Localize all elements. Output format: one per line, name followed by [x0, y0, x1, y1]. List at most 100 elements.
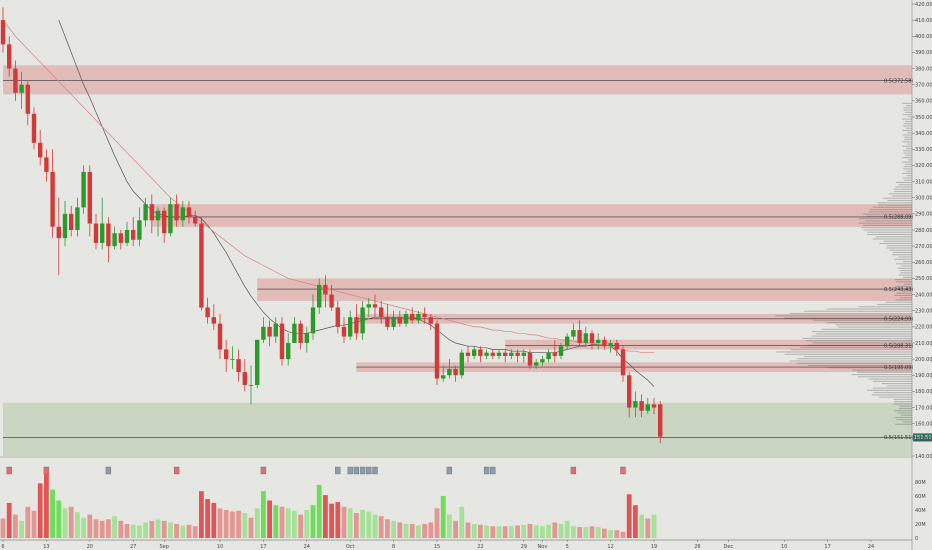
candle: [465, 346, 471, 363]
candle: [447, 359, 452, 379]
price-tick-label: 220.00: [915, 325, 932, 331]
volume-profile-bar: [878, 396, 912, 398]
volume-bar: [75, 512, 80, 538]
volume-profile-bar: [902, 421, 912, 423]
candle-body: [410, 313, 415, 321]
price-tick-label: 370.00: [915, 83, 932, 89]
volume-profile-bar: [807, 364, 912, 367]
volume-tick-label: 60M: [915, 494, 926, 500]
time-tick-label: 15: [434, 544, 440, 550]
candle-body: [459, 352, 464, 376]
candle-body: [509, 352, 514, 356]
volume-profile-bar: [883, 240, 912, 242]
volume-profile-bar: [871, 394, 912, 396]
volume-bar: [329, 503, 334, 538]
volume-profile-bar: [905, 120, 912, 122]
volume-profile-bar: [900, 414, 912, 416]
candle: [366, 297, 371, 318]
volume-bar: [87, 514, 93, 538]
volume-profile-bar: [893, 188, 912, 190]
candle: [341, 317, 347, 343]
volume-bar: [236, 510, 241, 538]
candle-body: [81, 171, 86, 208]
candle-body: [106, 223, 111, 247]
volume-profile-bar: [894, 294, 912, 296]
time-axis: 6 13 20 27 Sep 10 17 24 Oct 8 15 22 29 Nov 5 12 19 26 Dec 1…: [0, 539, 912, 550]
price-tick-label: 280.00: [915, 228, 932, 234]
candle: [633, 391, 638, 418]
volume-profile-bar: [896, 419, 912, 421]
candle: [155, 207, 161, 237]
candle: [323, 275, 328, 308]
volume-profile-bar: [898, 407, 912, 409]
volume-bar: [533, 525, 539, 538]
volume-profile-bar: [893, 403, 912, 405]
volume-profile-bar: [784, 353, 912, 355]
candle: [137, 207, 142, 247]
volume-profile-bar: [775, 315, 912, 317]
volume-bar: [211, 502, 217, 538]
candle: [472, 346, 477, 360]
time-tick-label: 12: [607, 544, 613, 550]
volume-profile-bar: [881, 383, 912, 385]
candle-body: [131, 230, 136, 240]
volume-bar: [515, 525, 520, 538]
candle: [13, 60, 18, 101]
candle: [149, 194, 154, 234]
price-pane: 0.5(372.58) 0.5(288.09) 0.5(243.43) 0.5(224…: [0, 7, 913, 458]
candle-body: [56, 226, 61, 239]
candle-body: [149, 204, 154, 221]
volume-bar: [459, 506, 465, 538]
candle-body: [627, 375, 632, 408]
volume-bar: [471, 523, 477, 538]
volume-profile-bar: [886, 247, 912, 249]
volume-profile-bar: [800, 346, 912, 348]
price-tick-label: 160.00: [915, 422, 932, 428]
candle: [174, 194, 179, 227]
candle-body: [273, 323, 278, 337]
candle: [527, 349, 533, 369]
volume-bar: [0, 518, 6, 538]
candle: [385, 304, 390, 331]
volume-bar: [37, 483, 43, 538]
volume-profile-bar: [907, 159, 912, 161]
volume-bar: [93, 519, 99, 538]
candle: [583, 326, 588, 347]
candle-body: [44, 157, 49, 172]
volume-bar: [639, 514, 644, 538]
candle-body: [434, 323, 440, 379]
volume-profile-bar: [892, 251, 912, 254]
volume-profile-bar: [902, 129, 912, 132]
candle-body: [25, 84, 30, 114]
candle-body: [279, 323, 285, 360]
volume-profile-bar: [892, 195, 912, 197]
candle: [416, 310, 421, 324]
candle-body: [348, 317, 353, 337]
candle-body: [236, 359, 241, 373]
price-tick-label: 170.00: [915, 405, 932, 411]
volume-bar: [143, 522, 148, 538]
price-tick-label: 400.00: [915, 34, 932, 40]
volume-bar: [608, 530, 613, 538]
volume-profile-bar: [902, 134, 912, 136]
candle-body: [658, 404, 663, 437]
volume-profile-bar: [894, 190, 912, 193]
volume-bar: [366, 511, 372, 538]
volume-profile-bar: [803, 310, 912, 312]
volume-bar: [633, 505, 638, 538]
volume-profile-bar: [859, 218, 912, 220]
price-tick-label: 350.00: [915, 115, 932, 121]
candle: [379, 301, 384, 324]
volume-profile-bar: [896, 263, 912, 265]
candle: [44, 149, 49, 182]
volume-bar: [490, 526, 496, 538]
candle-body: [93, 223, 99, 243]
volume-profile-bar: [857, 371, 912, 373]
volume-profile-bar: [868, 378, 912, 380]
candle-body: [255, 339, 260, 385]
candle: [292, 317, 297, 343]
volume-bar: [577, 527, 582, 538]
candle: [112, 226, 117, 250]
candle: [199, 217, 204, 311]
candle: [279, 317, 285, 366]
